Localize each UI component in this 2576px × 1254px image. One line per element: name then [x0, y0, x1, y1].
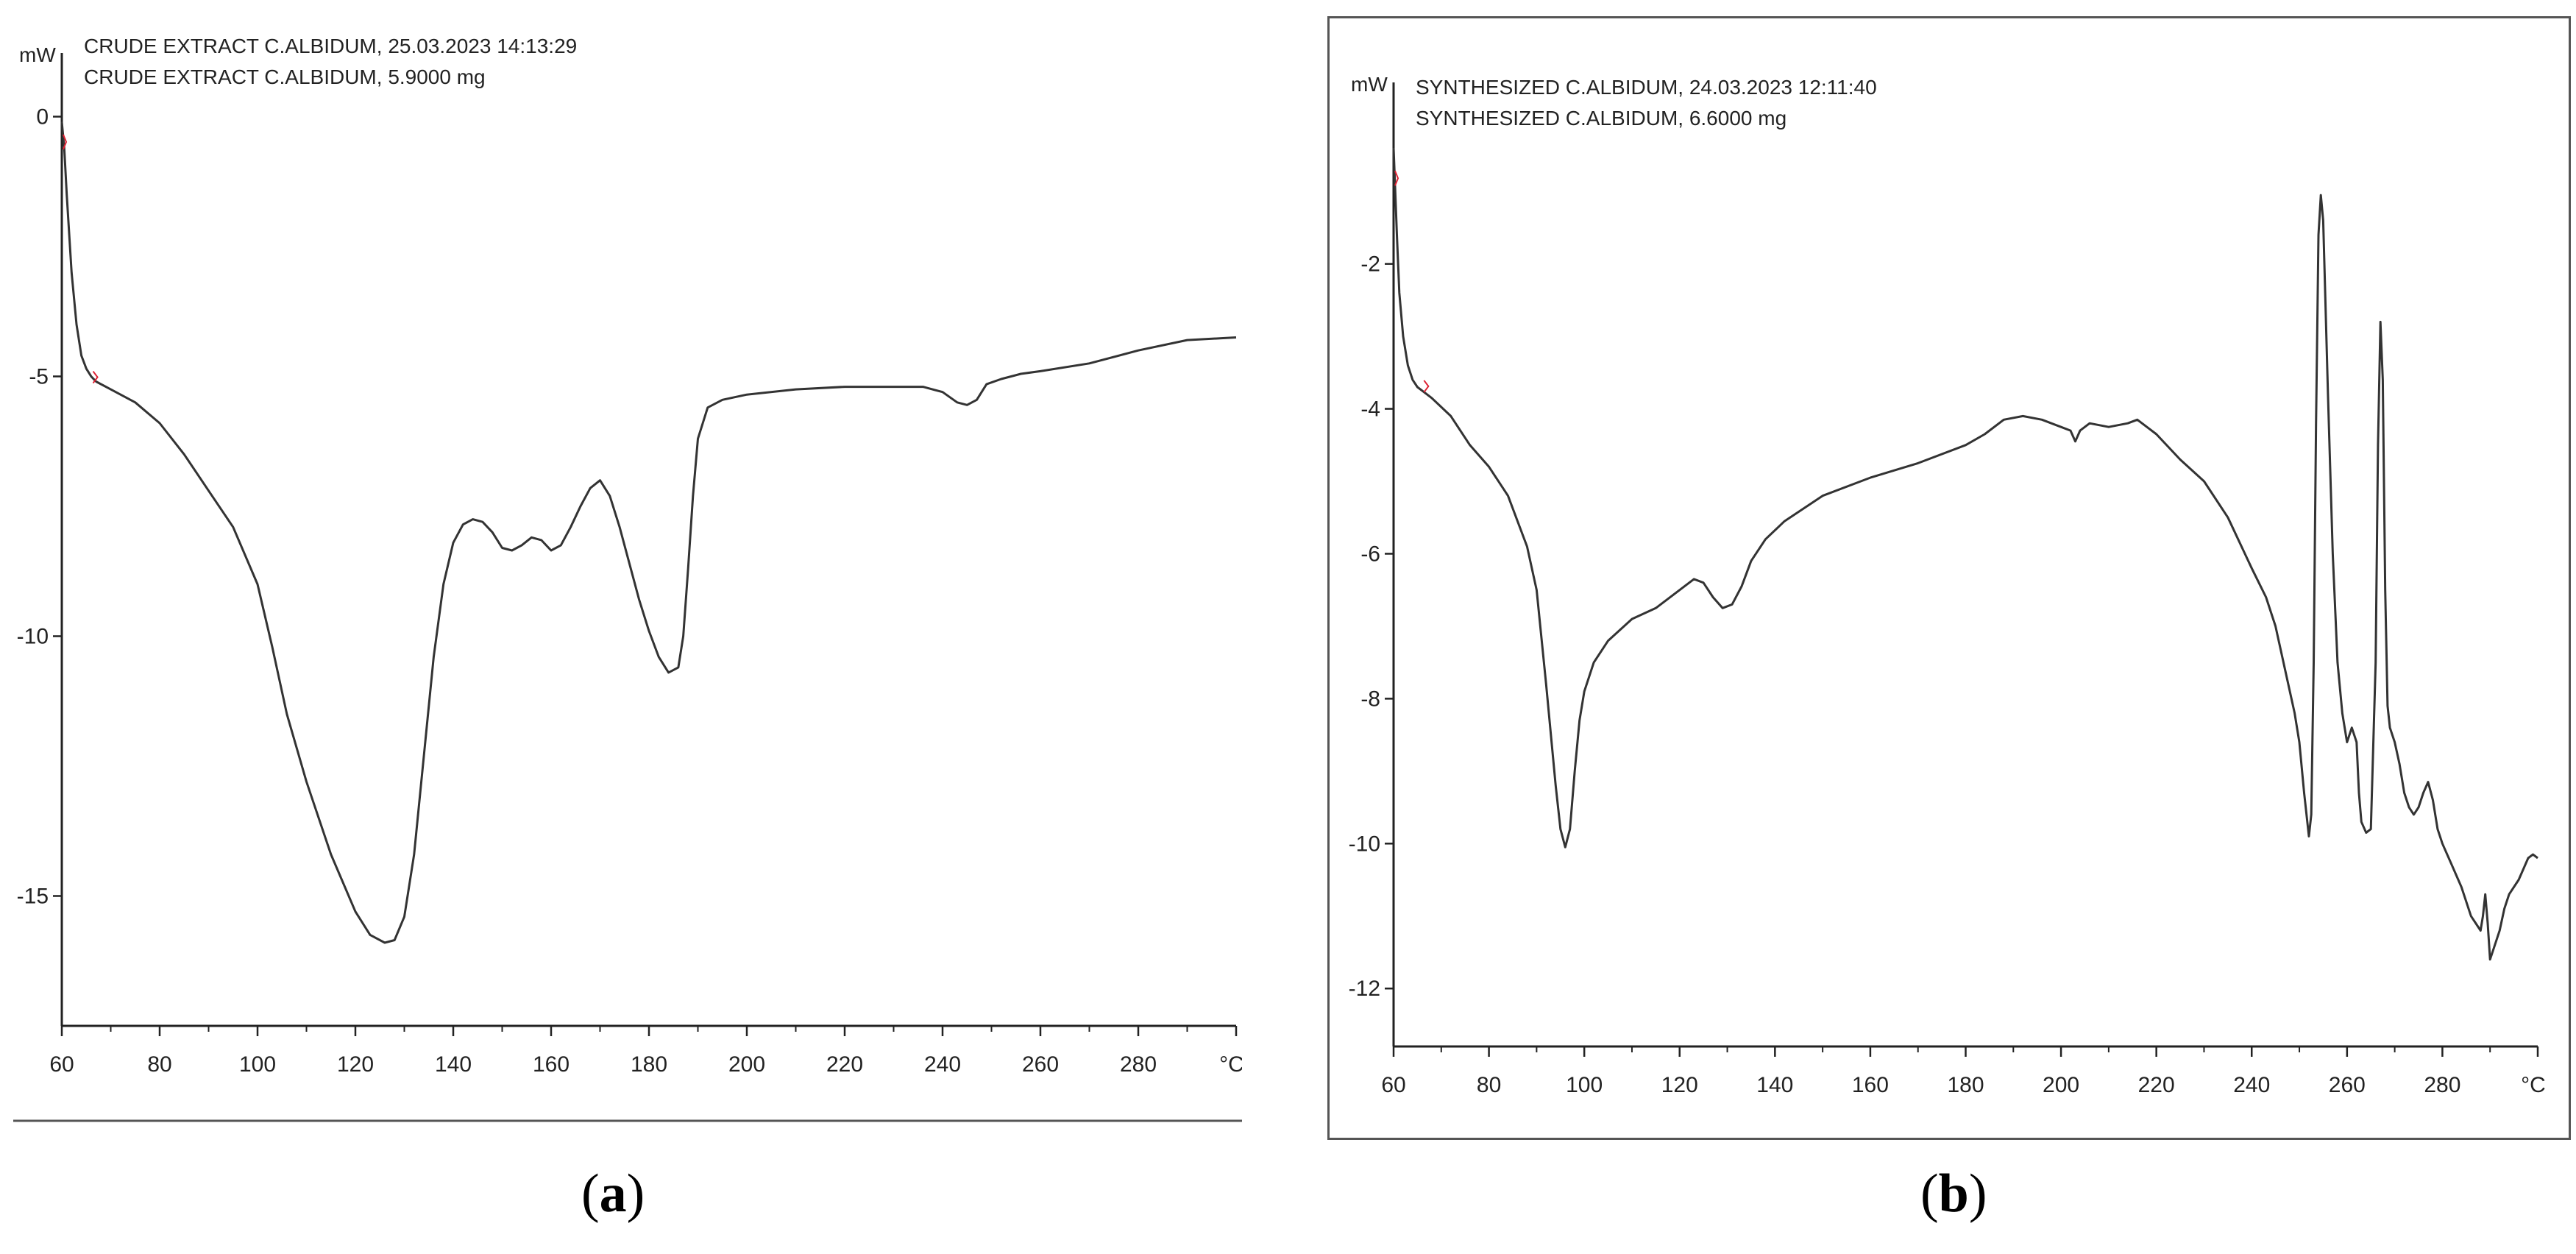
x-tick-label: 200	[728, 1052, 765, 1077]
x-tick-label: 100	[1566, 1073, 1603, 1097]
caption-b-letter: b	[1938, 1163, 1969, 1224]
x-tick-label: 200	[2043, 1073, 2079, 1097]
x-tick-label: 80	[1477, 1073, 1501, 1097]
series-line	[60, 121, 1237, 944]
y-tick-label: 0	[36, 104, 49, 129]
x-tick-label: 120	[337, 1052, 374, 1077]
x-unit-label: °C	[2521, 1073, 2546, 1097]
x-tick-label: 280	[2424, 1073, 2460, 1097]
chart-panel-b: 60 80 100 120 140 160 180 200 220 240 260 280 °C -2 -4…	[1327, 16, 2571, 1140]
x-tick-label: 280	[1120, 1052, 1157, 1077]
x-tick-label: 260	[2329, 1073, 2366, 1097]
x-tick-label: 240	[2233, 1073, 2270, 1097]
x-tick-label: 160	[1852, 1073, 1889, 1097]
caption-a: (a)	[581, 1163, 645, 1224]
x-tick-label: 260	[1022, 1052, 1059, 1077]
x-unit-label: °C	[1219, 1052, 1242, 1077]
onset-marker	[92, 370, 99, 384]
x-tick-label: 140	[435, 1052, 472, 1077]
onset-marker	[1423, 380, 1430, 393]
chart-header-line: CRUDE EXTRACT C.ALBIDUM, 25.03.2023 14:1…	[84, 35, 577, 57]
chart-header-line: CRUDE EXTRACT C.ALBIDUM, 5.9000 mg	[84, 65, 486, 88]
y-tick-label: -4	[1360, 397, 1380, 422]
x-tick-label: 60	[49, 1052, 74, 1077]
x-tick-label: 160	[533, 1052, 570, 1077]
x-tick-label: 240	[924, 1052, 961, 1077]
x-tick-label: 180	[1947, 1073, 1984, 1097]
chart-header-line: SYNTHESIZED C.ALBIDUM, 6.6000 mg	[1416, 107, 1786, 130]
y-unit-label: mW	[1351, 73, 1388, 96]
x-tick-label: 180	[631, 1052, 667, 1077]
x-tick-label: 140	[1756, 1073, 1793, 1097]
x-tick-label: 220	[826, 1052, 863, 1077]
y-tick-label: -10	[1349, 832, 1380, 856]
start-marker	[1394, 170, 1399, 186]
y-tick-label: -6	[1360, 542, 1380, 566]
series-line	[1392, 148, 2538, 961]
chart-svg-a: 60 80 100 120 140 160 180 200 220 240 260 280 °C 0 -5 -…	[13, 35, 1242, 1122]
x-tick-label: 80	[147, 1052, 171, 1077]
y-tick-label: -5	[29, 364, 49, 389]
x-tick-label: 120	[1661, 1073, 1698, 1097]
y-tick-label: -8	[1360, 687, 1380, 711]
panel-border	[1327, 16, 2571, 1140]
chart-panel-a: 60 80 100 120 140 160 180 200 220 240 260 280 °C 0 -5 -…	[13, 29, 1242, 1122]
caption-b: (b)	[1920, 1163, 1987, 1224]
caption-a-letter: a	[599, 1163, 627, 1224]
x-tick-label: 100	[239, 1052, 276, 1077]
y-tick-label: -2	[1360, 252, 1380, 277]
y-unit-label: mW	[19, 43, 56, 66]
y-tick-label: -12	[1349, 977, 1380, 1001]
y-tick-label: -10	[17, 624, 49, 648]
chart-svg-b: 60 80 100 120 140 160 180 200 220 240 260 280 °C -2 -4…	[1327, 16, 2571, 1140]
x-tick-label: 220	[2138, 1073, 2175, 1097]
x-tick-label: 60	[1381, 1073, 1405, 1097]
y-tick-label: -15	[17, 884, 49, 908]
start-marker	[63, 134, 68, 150]
chart-header-line: SYNTHESIZED C.ALBIDUM, 24.03.2023 12:11:…	[1416, 76, 1877, 99]
